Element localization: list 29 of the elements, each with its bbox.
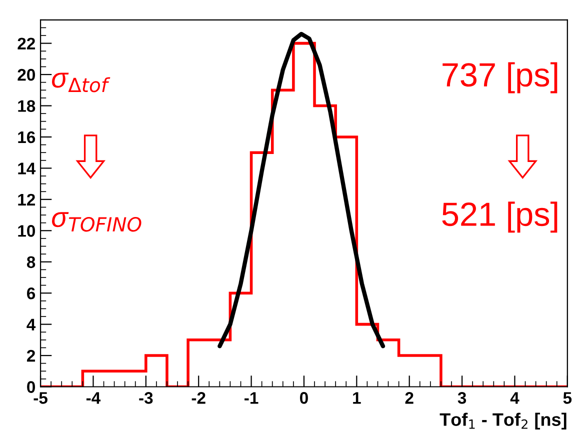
x-tick-label: 0 bbox=[300, 392, 308, 404]
y-tick-label: 22 bbox=[18, 38, 36, 50]
annotation: 521 [ps] bbox=[442, 202, 558, 233]
x-tick-label: 4 bbox=[510, 392, 520, 404]
y-tick-label: 14 bbox=[18, 162, 36, 174]
y-tick-label: 10 bbox=[18, 225, 35, 237]
y-tick-label: 0 bbox=[27, 381, 35, 393]
x-tick-label: -4 bbox=[86, 392, 101, 404]
y-tick-label: 4 bbox=[26, 318, 36, 330]
x-tick-label: 5 bbox=[563, 392, 572, 404]
y-tick-label: 12 bbox=[18, 194, 36, 206]
x-tick-label: 3 bbox=[458, 392, 466, 404]
x-tick-label: -3 bbox=[139, 392, 153, 404]
annotation: σ$_{Δtof}$ bbox=[52, 72, 110, 92]
x-tick-label: -2 bbox=[192, 392, 206, 404]
x-tick-label: 2 bbox=[405, 392, 414, 404]
x-tick-label: -5 bbox=[34, 392, 48, 404]
annotation: 737 [ps] bbox=[442, 62, 558, 94]
x-axis-title: Tof$_{1}$ - Tof$_{2}$ [ns] bbox=[440, 412, 566, 430]
y-tick-label: 6 bbox=[27, 287, 36, 300]
line-series bbox=[218, 32, 386, 348]
y-tick-label: 20 bbox=[18, 68, 35, 81]
x-tick-label: -1 bbox=[244, 392, 258, 404]
y-tick-label: 16 bbox=[18, 131, 36, 144]
y-tick-label: 8 bbox=[26, 256, 36, 268]
x-tick-label: 1 bbox=[353, 392, 361, 404]
annotation: σ$_{TOFINO}$ bbox=[52, 212, 142, 232]
y-tick-label: 2 bbox=[26, 350, 35, 362]
y-tick-label: 18 bbox=[18, 100, 36, 112]
